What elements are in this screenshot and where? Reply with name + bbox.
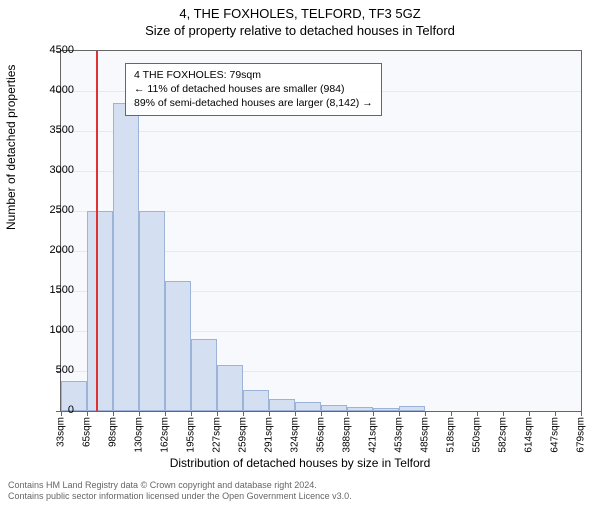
xtick-label: 227sqm	[212, 417, 223, 453]
histogram-bar	[269, 399, 294, 411]
footer-line-1: Contains HM Land Registry data © Crown c…	[8, 480, 352, 491]
gridline	[61, 171, 581, 172]
footer-attribution: Contains HM Land Registry data © Crown c…	[8, 480, 352, 503]
property-info-box: 4 THE FOXHOLES: 79sqm← 11% of detached h…	[125, 63, 382, 116]
xtick-label: 421sqm	[368, 417, 379, 453]
xtick-label: 388sqm	[342, 417, 353, 453]
xtick-label: 324sqm	[290, 417, 301, 453]
histogram-bar	[217, 365, 242, 411]
ytick-label: 1500	[34, 284, 74, 296]
property-size-marker	[96, 51, 98, 411]
ytick-label: 4000	[34, 84, 74, 96]
y-axis-label: Number of detached properties	[4, 65, 18, 230]
histogram-bar	[399, 406, 424, 411]
ytick-label: 500	[34, 364, 74, 376]
xtick-mark	[529, 411, 530, 416]
xtick-mark	[191, 411, 192, 416]
xtick-mark	[113, 411, 114, 416]
chart-title-sub: Size of property relative to detached ho…	[0, 23, 600, 38]
plot-area: 33sqm65sqm98sqm130sqm162sqm195sqm227sqm2…	[60, 50, 582, 412]
xtick-mark	[269, 411, 270, 416]
xtick-mark	[451, 411, 452, 416]
xtick-mark	[503, 411, 504, 416]
xtick-mark	[321, 411, 322, 416]
x-axis-label: Distribution of detached houses by size …	[0, 456, 600, 470]
xtick-label: 614sqm	[524, 417, 535, 453]
histogram-bar	[295, 402, 320, 411]
histogram-bar	[165, 281, 190, 411]
xtick-mark	[425, 411, 426, 416]
xtick-label: 162sqm	[160, 417, 171, 453]
ytick-label: 2500	[34, 204, 74, 216]
info-box-line: 4 THE FOXHOLES: 79sqm	[134, 68, 373, 82]
xtick-mark	[165, 411, 166, 416]
footer-line-2: Contains public sector information licen…	[8, 491, 352, 502]
xtick-mark	[555, 411, 556, 416]
xtick-label: 679sqm	[576, 417, 587, 453]
info-box-line: 89% of semi-detached houses are larger (…	[134, 96, 373, 110]
xtick-mark	[373, 411, 374, 416]
xtick-label: 98sqm	[108, 417, 119, 447]
ytick-label: 0	[34, 404, 74, 416]
xtick-mark	[243, 411, 244, 416]
histogram-bar	[139, 211, 164, 411]
xtick-label: 485sqm	[420, 417, 431, 453]
xtick-mark	[87, 411, 88, 416]
xtick-label: 518sqm	[446, 417, 457, 453]
xtick-mark	[139, 411, 140, 416]
ytick-label: 2000	[34, 244, 74, 256]
xtick-label: 259sqm	[238, 417, 249, 453]
xtick-label: 647sqm	[550, 417, 561, 453]
xtick-mark	[581, 411, 582, 416]
xtick-label: 33sqm	[56, 417, 67, 447]
xtick-mark	[217, 411, 218, 416]
info-box-line: ← 11% of detached houses are smaller (98…	[134, 82, 373, 96]
xtick-mark	[477, 411, 478, 416]
histogram-bar	[373, 408, 398, 411]
gridline	[61, 131, 581, 132]
xtick-label: 130sqm	[134, 417, 145, 453]
xtick-label: 65sqm	[82, 417, 93, 447]
xtick-mark	[295, 411, 296, 416]
xtick-mark	[399, 411, 400, 416]
ytick-label: 4500	[34, 44, 74, 56]
histogram-bar	[347, 407, 372, 411]
ytick-label: 3000	[34, 164, 74, 176]
xtick-label: 195sqm	[186, 417, 197, 453]
xtick-label: 550sqm	[472, 417, 483, 453]
ytick-label: 1000	[34, 324, 74, 336]
xtick-label: 356sqm	[316, 417, 327, 453]
xtick-label: 453sqm	[394, 417, 405, 453]
histogram-bar	[191, 339, 216, 411]
chart-area: 33sqm65sqm98sqm130sqm162sqm195sqm227sqm2…	[60, 50, 580, 410]
histogram-bar	[87, 211, 112, 411]
xtick-label: 291sqm	[264, 417, 275, 453]
histogram-bar	[113, 103, 138, 411]
chart-title-main: 4, THE FOXHOLES, TELFORD, TF3 5GZ	[0, 6, 600, 21]
histogram-bar	[321, 405, 346, 411]
ytick-label: 3500	[34, 124, 74, 136]
xtick-label: 582sqm	[498, 417, 509, 453]
xtick-mark	[347, 411, 348, 416]
histogram-bar	[243, 390, 268, 411]
